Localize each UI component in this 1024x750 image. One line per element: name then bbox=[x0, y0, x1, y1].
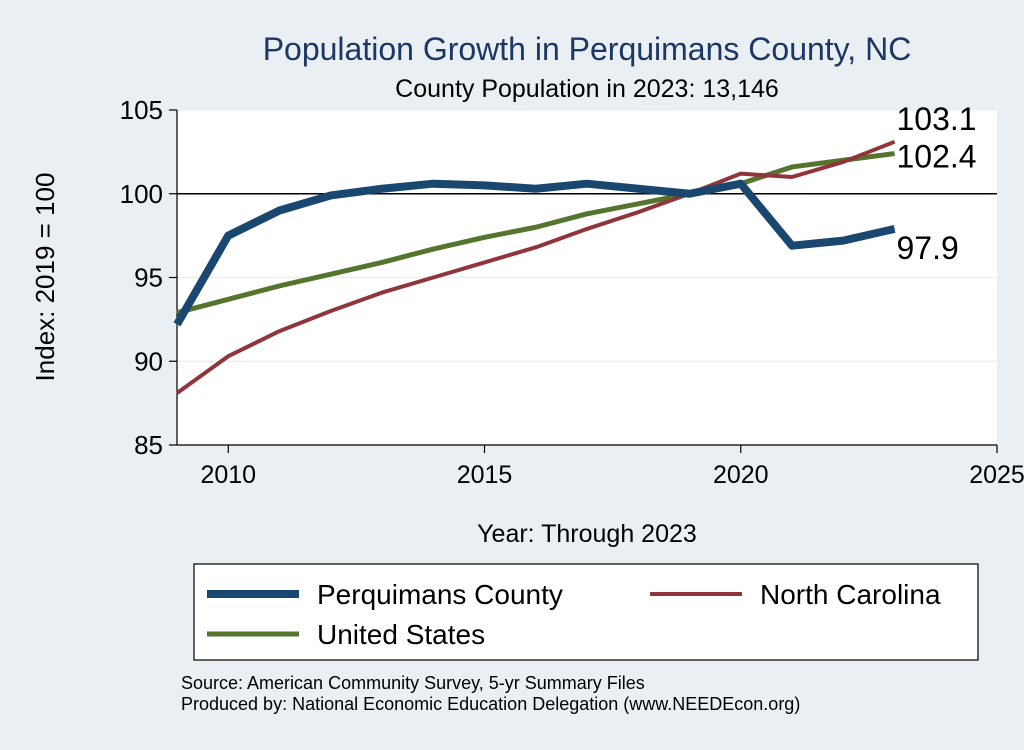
data-point bbox=[842, 240, 844, 242]
producer-note: Produced by: National Economic Education… bbox=[181, 694, 800, 714]
data-point bbox=[330, 273, 332, 275]
data-point bbox=[535, 246, 537, 248]
y-tick-label-90: 90 bbox=[134, 346, 163, 376]
data-point bbox=[637, 211, 639, 213]
data-point bbox=[381, 188, 383, 190]
series-lines bbox=[173, 139, 896, 395]
data-point bbox=[330, 310, 332, 312]
data-point bbox=[842, 161, 844, 163]
data-point bbox=[586, 228, 588, 230]
data-point bbox=[279, 330, 280, 332]
data-point bbox=[279, 210, 280, 211]
end-label-perquimans-county: 97.9 bbox=[897, 230, 959, 266]
data-point bbox=[227, 235, 229, 237]
legend: Perquimans County North Carolina United St… bbox=[207, 579, 941, 650]
data-point bbox=[484, 184, 485, 186]
y-tick-label-95: 95 bbox=[134, 263, 163, 293]
data-point bbox=[535, 188, 537, 190]
x-tick-label-2015: 2015 bbox=[457, 461, 513, 489]
data-point bbox=[432, 277, 434, 278]
source-note: Source: American Community Survey, 5-yr … bbox=[181, 673, 645, 693]
data-point bbox=[432, 248, 434, 250]
data-point bbox=[740, 183, 742, 185]
data-point bbox=[176, 392, 178, 394]
legend-label-north-carolina: North Carolina bbox=[760, 579, 941, 610]
data-point bbox=[637, 203, 639, 205]
data-point bbox=[637, 188, 639, 190]
y-ticks: 85 90 95 100 105 bbox=[120, 95, 177, 460]
data-point bbox=[791, 166, 793, 168]
data-point bbox=[740, 173, 742, 175]
x-axis-title: Year: Through 2023 bbox=[477, 520, 697, 548]
y-tick-label-85: 85 bbox=[134, 430, 163, 460]
x-tick-label-2020: 2020 bbox=[713, 461, 769, 489]
data-point bbox=[227, 298, 229, 300]
data-point bbox=[279, 285, 280, 287]
x-ticks: 2010 2015 2020 2025 bbox=[200, 445, 1024, 489]
data-point bbox=[330, 194, 332, 196]
data-point bbox=[176, 312, 178, 314]
data-point bbox=[381, 292, 383, 294]
x-tick-label-2010: 2010 bbox=[200, 461, 256, 489]
data-point bbox=[484, 236, 485, 238]
data-point bbox=[484, 261, 485, 263]
data-point bbox=[432, 183, 434, 185]
data-point bbox=[791, 176, 793, 178]
legend-box bbox=[193, 563, 979, 661]
y-tick-label-100: 100 bbox=[120, 179, 163, 209]
y-axis-title: Index: 2019 = 100 bbox=[30, 173, 60, 382]
data-point bbox=[381, 261, 383, 263]
data-point bbox=[894, 141, 895, 143]
y-tick-label-105: 105 bbox=[120, 95, 163, 125]
chart-subtitle: County Population in 2023: 13,146 bbox=[395, 75, 779, 103]
data-point bbox=[227, 355, 229, 357]
data-point bbox=[894, 228, 895, 230]
data-point bbox=[894, 153, 895, 155]
end-label-united-states: 102.4 bbox=[897, 139, 977, 175]
data-point bbox=[586, 183, 588, 185]
data-point bbox=[791, 245, 793, 247]
chart-title: Population Growth in Perquimans County, … bbox=[263, 31, 912, 67]
legend-label-perquimans-county: Perquimans County bbox=[317, 579, 563, 610]
data-point bbox=[689, 193, 690, 195]
data-point bbox=[176, 323, 178, 325]
end-label-north-carolina: 103.1 bbox=[897, 101, 977, 137]
data-point bbox=[535, 226, 537, 228]
x-tick-label-2025: 2025 bbox=[969, 461, 1024, 489]
legend-label-united-states: United States bbox=[317, 619, 485, 650]
data-point bbox=[586, 213, 588, 215]
